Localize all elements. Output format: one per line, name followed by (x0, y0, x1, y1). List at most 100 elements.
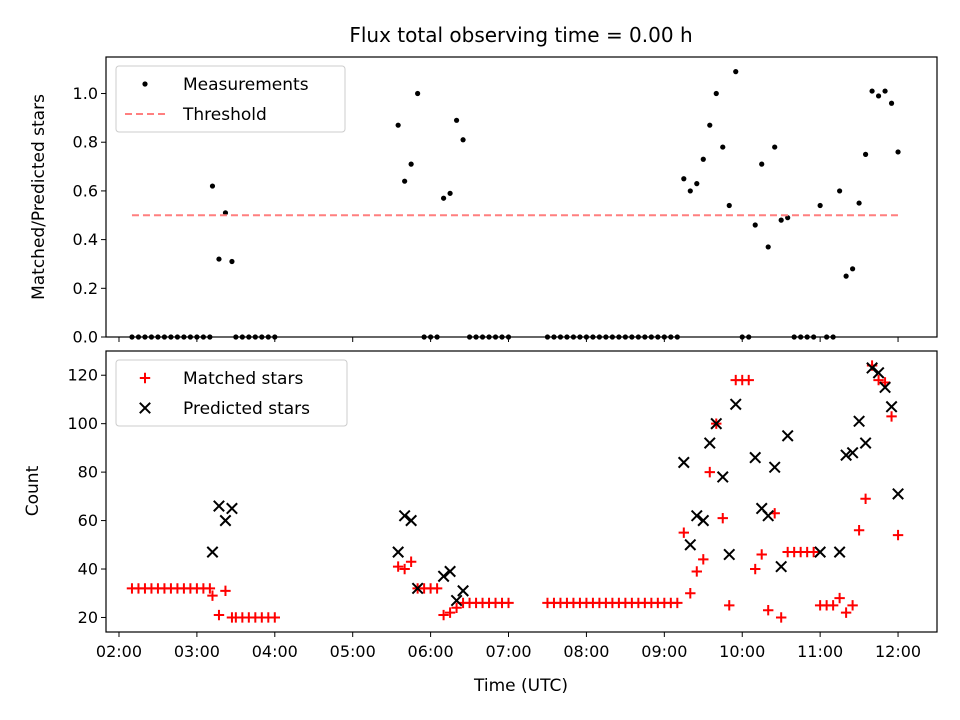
data-point-s0-26 (405, 556, 417, 567)
y-tick-label: 0.0 (73, 328, 98, 347)
x-tick-label: 12:00 (875, 642, 921, 661)
data-point-s0-84 (817, 202, 823, 209)
data-point-s0-91 (862, 151, 869, 157)
y-tick-label: 80 (78, 463, 98, 482)
data-point-s0-71 (733, 69, 739, 75)
data-point-s0-32 (447, 190, 453, 196)
x-tick-label: 03:00 (174, 642, 220, 661)
data-point-s1-27 (814, 546, 827, 558)
data-point-s0-90 (856, 200, 862, 206)
y-tick-label: 0.6 (73, 181, 98, 200)
data-point-s0-69 (720, 144, 726, 150)
data-point-s1-5 (398, 509, 411, 522)
data-point-s0-63 (678, 527, 690, 538)
data-point-s0-14 (216, 256, 222, 262)
data-point-s1-23 (762, 509, 775, 522)
data-point-s1-9 (444, 565, 456, 578)
data-point-s0-31 (438, 609, 449, 621)
series-1 (206, 362, 904, 607)
data-point-s0-13 (209, 183, 216, 189)
data-point-s1-13 (684, 538, 697, 551)
x-tick-label: 09:00 (641, 642, 687, 661)
data-point-s0-79 (785, 215, 791, 221)
data-point-s1-10 (450, 594, 463, 607)
data-point-s0-64 (687, 188, 693, 194)
data-point-s0-75 (759, 161, 765, 167)
data-point-s1-6 (405, 514, 418, 527)
data-point-s1-35 (879, 381, 891, 394)
legend-label: Measurements (183, 75, 309, 95)
data-point-s1-12 (677, 456, 690, 469)
data-point-s0-65 (691, 566, 702, 577)
data-point-s0-95 (886, 411, 897, 422)
data-point-s1-37 (892, 488, 904, 500)
data-point-s0-68 (713, 90, 719, 97)
data-point-s0-24 (395, 122, 401, 128)
x-tick-label: 05:00 (330, 642, 376, 661)
top-y-axis-label: Matched/Predicted stars (29, 94, 49, 300)
data-point-s0-77 (772, 144, 778, 150)
data-point-s1-4 (392, 546, 405, 558)
data-point-s0-16 (229, 258, 235, 265)
data-point-s1-8 (437, 570, 450, 583)
data-point-s0-76 (765, 244, 771, 250)
data-point-s1-36 (885, 400, 898, 413)
data-point-s0-76 (763, 604, 774, 616)
data-point-s0-78 (775, 612, 787, 623)
legend-key-1 (139, 402, 151, 414)
data-point-s0-78 (778, 217, 784, 223)
data-point-s1-18 (716, 471, 729, 483)
data-point-s0-14 (213, 609, 225, 621)
data-point-s0-65 (694, 181, 700, 187)
data-point-s0-94 (882, 88, 888, 94)
data-point-s0-27 (415, 90, 421, 97)
data-point-s0-93 (873, 374, 884, 386)
data-point-s0-34 (460, 137, 466, 143)
series-0 (129, 69, 901, 340)
y-tick-label: 20 (78, 608, 98, 627)
bottom-y-axis-label: Count (23, 465, 43, 516)
data-point-s0-67 (704, 466, 715, 478)
data-point-s0-83 (808, 546, 819, 558)
data-point-s0-73 (743, 374, 754, 386)
data-point-s0-91 (860, 493, 871, 504)
x-tick-label: 02:00 (96, 642, 142, 661)
data-point-s0-70 (724, 600, 735, 611)
y-tick-label: 0.2 (73, 279, 98, 298)
data-point-s0-87 (837, 188, 843, 194)
data-point-s1-28 (833, 546, 846, 558)
plot-frame (105, 56, 938, 338)
data-point-s1-25 (775, 560, 788, 573)
data-point-s0-90 (853, 525, 865, 536)
data-point-s0-33 (453, 117, 460, 123)
data-point-s0-26 (408, 161, 414, 167)
data-point-s1-7 (411, 582, 424, 595)
x-tick-label: 11:00 (797, 642, 843, 661)
data-point-s1-2 (219, 514, 232, 527)
data-point-s0-74 (752, 222, 758, 228)
data-point-s0-24 (392, 561, 404, 572)
data-point-s0-15 (222, 210, 229, 216)
data-point-s0-25 (399, 563, 410, 575)
data-point-s0-86 (827, 600, 839, 611)
series-0 (126, 360, 904, 623)
y-tick-label: 60 (78, 511, 98, 530)
legend-box (115, 359, 348, 427)
legend-box (115, 65, 346, 133)
data-point-s0-67 (707, 122, 713, 128)
data-point-s1-19 (723, 548, 736, 561)
data-point-s0-66 (698, 554, 709, 565)
bottom-panel: 20 40 60 80 100 120 02:00 03:00 04:00 05:00 06:00 0… (67, 350, 938, 661)
data-point-s1-31 (853, 415, 866, 428)
x-tick-label: 07:00 (485, 642, 531, 661)
x-axis-label: Time (UTC) (473, 676, 568, 696)
data-point-s1-3 (226, 502, 238, 515)
data-point-s1-26 (781, 429, 794, 442)
data-point-s1-11 (457, 584, 469, 597)
y-tick-label: 1.0 (73, 84, 98, 103)
data-point-s0-62 (672, 597, 683, 609)
data-point-s1-34 (872, 366, 885, 379)
plot-frame (105, 350, 938, 633)
data-point-s0-13 (207, 590, 218, 601)
